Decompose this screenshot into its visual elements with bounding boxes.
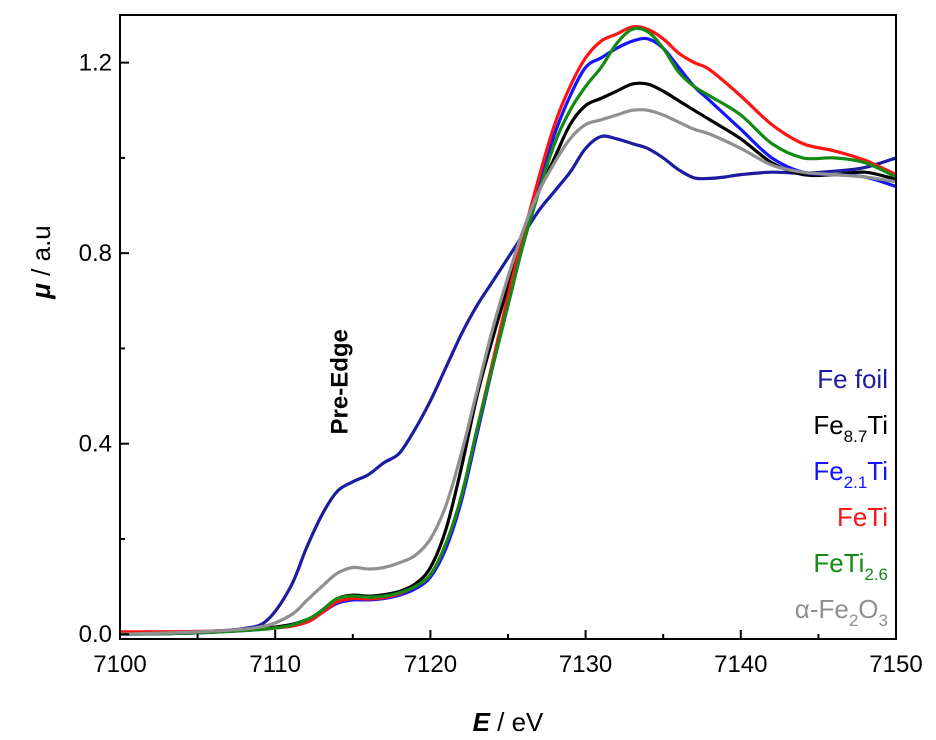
y-axis-title-unit: / a.u — [26, 225, 56, 283]
x-tick-label: 7140 — [714, 651, 767, 678]
y-axis-title-symbol: μ — [26, 283, 56, 300]
legend-subscript: 2 — [849, 611, 858, 630]
legend-text: O — [858, 594, 878, 624]
x-tick-label: 7150 — [869, 651, 922, 678]
legend-text: Fe — [813, 456, 843, 486]
y-tick-label: 1.2 — [79, 50, 112, 77]
legend: Fe foilFe8.7​TiFe2.1​TiFeTiFeTi2.6​α-Fe2… — [795, 364, 888, 630]
legend-entry-0: Fe foil — [817, 364, 888, 394]
legend-entry-5: α-Fe2​O3​ — [795, 594, 888, 630]
x-axis-title-symbol: E — [473, 707, 491, 737]
legend-text: FeTi — [813, 548, 864, 578]
pre-edge-annotation: Pre-Edge — [326, 329, 353, 434]
legend-text: FeTi — [837, 502, 888, 532]
x-axis-title: E / eV — [473, 707, 544, 737]
series-line-4 — [120, 26, 896, 636]
legend-text: Ti — [867, 410, 888, 440]
legend-text: Fe foil — [817, 364, 888, 394]
series-layer — [120, 25, 896, 636]
plot-frame — [119, 14, 897, 640]
legend-subscript: 8.7 — [844, 427, 868, 446]
legend-entry-1: Fe8.7​Ti — [813, 410, 888, 446]
series-line-3 — [120, 25, 896, 634]
legend-entry-4: FeTi2.6​ — [813, 548, 888, 584]
legend-text: Fe — [813, 410, 843, 440]
y-axis-title: μ / a.u — [26, 225, 56, 300]
y-tick-label: 0.8 — [79, 240, 112, 267]
x-tick-label: 7110 — [249, 651, 301, 678]
legend-entry-3: FeTi — [837, 502, 888, 532]
tick-layer: 7100 7110 7120 7130 7140 7150 0.0 0.4 0.8 1.2 — [79, 50, 923, 678]
series-line-5 — [120, 108, 896, 636]
x-tick-label: 7100 — [93, 651, 146, 678]
legend-text: Ti — [867, 456, 888, 486]
x-tick-label: 7120 — [404, 651, 457, 678]
series-line-0 — [120, 134, 896, 636]
x-axis-title-unit: / eV — [490, 707, 544, 737]
legend-subscript: 3 — [879, 611, 888, 630]
y-tick-label: 0.0 — [79, 621, 112, 648]
legend-entry-2: Fe2.1​Ti — [813, 456, 888, 492]
x-tick-label: 7130 — [559, 651, 612, 678]
legend-subscript: 2.6 — [864, 565, 888, 584]
legend-subscript: 2.1 — [844, 473, 868, 492]
y-tick-label: 0.4 — [79, 431, 112, 458]
series-line-2 — [120, 36, 896, 636]
legend-text: α-Fe — [795, 594, 849, 624]
